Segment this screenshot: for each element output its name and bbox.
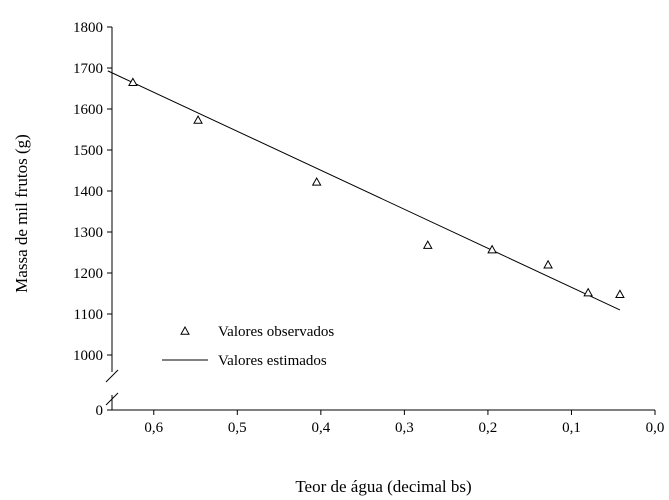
x-axis-label: Teor de água (decimal bs) xyxy=(295,477,471,496)
y-tick-label: 1300 xyxy=(73,225,103,241)
x-tick-label: 0,5 xyxy=(228,420,247,436)
x-tick-label: 0,0 xyxy=(646,420,665,436)
y-tick-label: 1100 xyxy=(74,307,103,323)
y-tick-label: 1000 xyxy=(73,348,103,364)
observed-point xyxy=(193,115,203,124)
y-tick-label: 1400 xyxy=(73,184,103,200)
observed-point xyxy=(543,259,553,269)
y-tick-label: 1200 xyxy=(73,266,103,282)
y-tick-label: 1700 xyxy=(73,61,103,77)
y-tick-label: 1500 xyxy=(73,143,103,159)
ticks: 1000 1100 1200 1300 1400 1500 1600 1700 1800 0 0,6… xyxy=(73,20,664,436)
x-tick-label: 0,6 xyxy=(144,420,163,436)
estimated-line xyxy=(107,70,621,311)
marks xyxy=(107,70,625,311)
y-tick-label: 1800 xyxy=(73,20,103,36)
x-tick-label: 0,4 xyxy=(311,420,330,436)
x-tick-label: 0,3 xyxy=(395,420,414,436)
observed-point xyxy=(422,240,433,249)
observed-point xyxy=(487,244,497,254)
y-tick-label: 1600 xyxy=(73,102,103,118)
axes xyxy=(105,27,655,411)
y-tick-label-origin: 0 xyxy=(96,403,104,419)
observed-point xyxy=(311,176,322,186)
legend-observed-marker xyxy=(180,325,190,335)
legend: Valores observados Valores estimados xyxy=(162,324,334,369)
y-axis-break-mark-lower xyxy=(105,392,119,406)
x-tick-label: 0,2 xyxy=(479,420,498,436)
y-axis-break-mark-upper xyxy=(105,369,119,383)
legend-observed-label: Valores observados xyxy=(218,324,334,340)
observed-point xyxy=(128,77,138,87)
legend-estimated-label: Valores estimados xyxy=(218,353,327,369)
observed-point xyxy=(583,287,594,297)
x-tick-label: 0,1 xyxy=(562,420,581,436)
observed-point xyxy=(615,289,625,299)
y-axis-label: Massa de mil frutos (g) xyxy=(12,134,31,293)
